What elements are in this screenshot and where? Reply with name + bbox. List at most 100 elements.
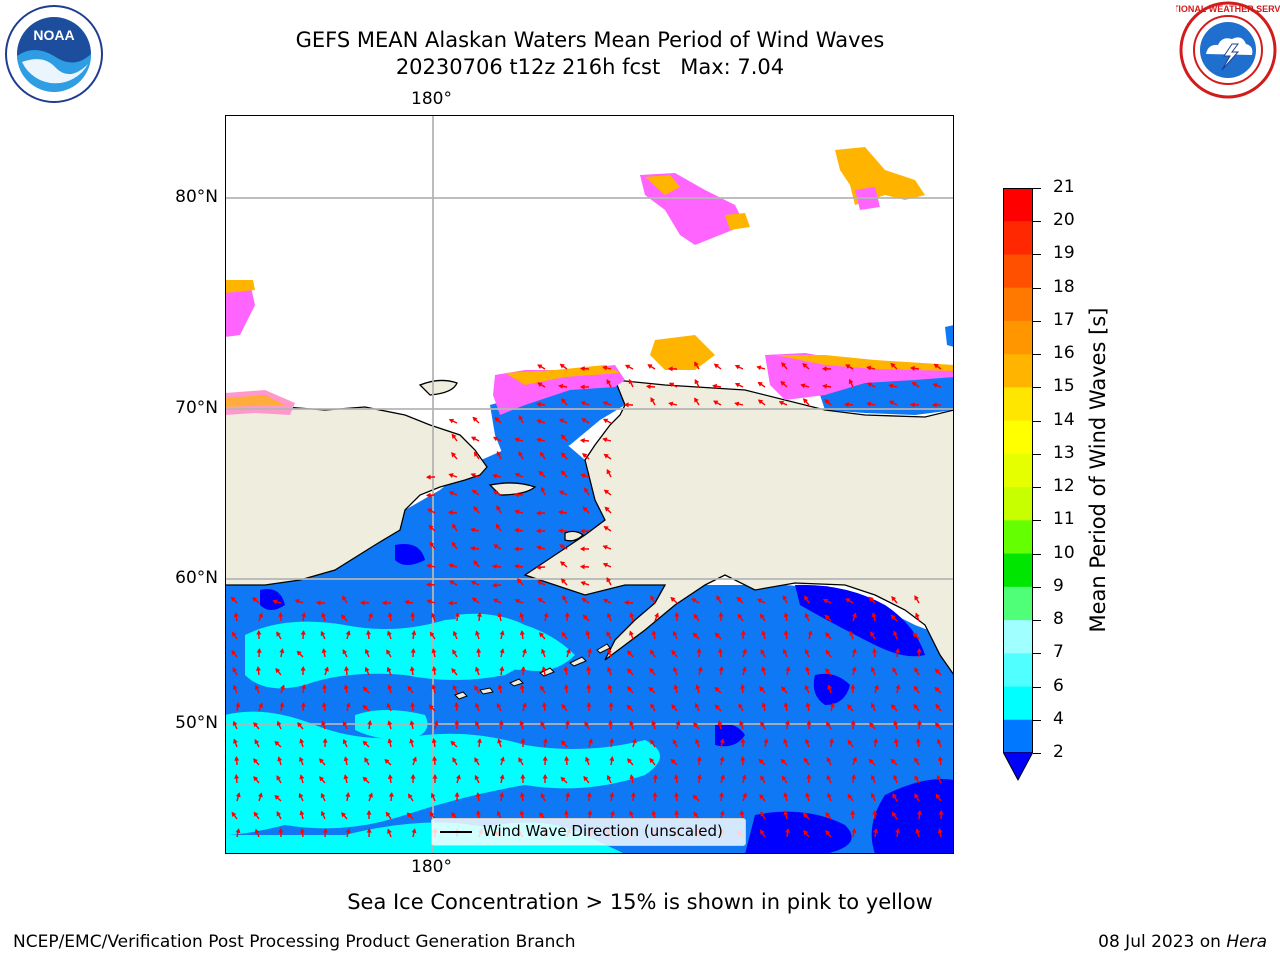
wind-wave-arrowhead (233, 612, 239, 618)
colorbar-segment (1003, 487, 1033, 521)
wind-wave-arrowhead (829, 702, 835, 708)
wind-wave-arrowhead (432, 773, 438, 779)
wind-wave-arrowhead (802, 363, 808, 368)
wind-wave-arrowhead (673, 684, 679, 690)
wind-wave-arrowhead (536, 437, 542, 443)
wind-wave-arrowhead (850, 809, 856, 815)
wind-wave-arrowhead (276, 631, 281, 637)
wind-wave-arrowhead (542, 755, 548, 761)
wind-wave-arrowhead (518, 414, 524, 421)
wind-wave-arrowhead (757, 399, 764, 405)
wind-wave-arrowhead (697, 666, 703, 672)
wind-wave-arrowhead (873, 828, 879, 834)
wind-wave-arrowhead (738, 703, 743, 709)
colorbar-tick-label: 13 (1053, 442, 1075, 463)
wind-wave-arrowhead (455, 774, 461, 780)
wind-wave-arrowhead (760, 721, 765, 727)
wind-wave-arrowhead (367, 720, 373, 726)
wind-wave-arrowhead (519, 792, 525, 798)
wind-wave-arrowhead (609, 810, 615, 816)
wind-wave-arrowhead (431, 684, 437, 690)
wind-wave-arrowhead (893, 738, 899, 744)
wind-wave-arrowhead (761, 666, 767, 672)
wind-wave-arrowhead (869, 722, 875, 728)
wind-wave-arrowhead (235, 792, 241, 798)
wind-wave-arrowhead (742, 648, 747, 654)
wind-wave-arrowhead (429, 631, 435, 637)
wind-wave-arrowhead (780, 758, 786, 764)
colorbar-tick-mark (1033, 420, 1041, 422)
wind-wave-arrowhead (651, 630, 657, 636)
wind-wave-arrowhead (694, 361, 699, 367)
colorbar-tick-mark (1033, 254, 1041, 256)
wind-wave-arrowhead (279, 702, 285, 708)
wind-wave-arrowhead (848, 378, 854, 385)
wind-wave-arrowhead (781, 775, 787, 781)
wind-wave-arrowhead (558, 383, 564, 389)
wind-wave-arrowhead (895, 684, 901, 690)
colorbar-segment (1003, 221, 1033, 255)
wind-wave-arrowhead (672, 666, 678, 672)
wind-wave-arrowhead (519, 684, 525, 690)
wind-wave-arrowhead (384, 758, 390, 764)
wind-wave-arrowhead (895, 648, 901, 653)
noaa-logo-icon: NOAA (5, 5, 103, 103)
wind-wave-arrowhead (627, 668, 632, 674)
colorbar-segment (1003, 719, 1033, 753)
colorbar-tick-mark (1033, 520, 1041, 522)
wind-wave-arrowhead (587, 648, 593, 653)
wind-wave-arrowhead (475, 630, 480, 636)
wind-wave-arrowhead (387, 720, 393, 726)
wind-wave-arrowhead (586, 701, 592, 707)
wind-wave-arrowhead (341, 812, 347, 818)
wind-wave-arrowhead (452, 757, 457, 763)
wind-wave-arrowhead (761, 630, 767, 636)
wind-wave-arrowhead (519, 630, 525, 636)
colorbar-segment (1003, 686, 1033, 721)
wind-wave-arrowhead (674, 792, 679, 797)
wind-wave-arrowhead (761, 702, 767, 708)
wind-wave-arrowhead (718, 611, 724, 617)
wind-wave-arrowhead (235, 702, 241, 708)
wind-wave-arrowhead (872, 647, 878, 653)
wind-wave-arrowhead (410, 701, 416, 707)
wind-wave-arrowhead (342, 649, 348, 655)
wind-wave-arrowhead (430, 792, 436, 799)
wind-wave-arrowhead (300, 701, 306, 707)
wind-wave-arrowhead (650, 397, 655, 403)
wind-wave-arrowhead (915, 612, 920, 618)
wind-wave-arrowhead (931, 402, 937, 408)
wind-wave-arrowhead (513, 492, 519, 498)
wind-wave-arrowhead (425, 492, 431, 498)
wind-wave-arrowhead (279, 648, 285, 654)
wind-wave-arrowhead (760, 829, 765, 835)
wind-wave-arrowhead (231, 631, 237, 637)
wind-wave-arrowhead (431, 648, 437, 654)
wind-wave-arrowhead (717, 720, 723, 726)
wind-wave-arrowhead (561, 703, 567, 709)
colorbar-tick-mark (1033, 553, 1041, 555)
wind-wave-arrowhead (693, 722, 699, 728)
colorbar-segment (1003, 453, 1033, 488)
wind-wave-arrowhead (535, 564, 541, 570)
wind-wave-arrowhead (387, 738, 393, 744)
wind-wave-arrowhead (448, 418, 455, 424)
map-panel (225, 115, 954, 854)
wind-wave-arrowhead (473, 505, 479, 512)
wind-wave-arrowhead (540, 685, 545, 691)
wind-wave-arrowhead (650, 703, 655, 709)
wind-wave-arrowhead (429, 811, 435, 817)
wind-wave-arrowhead (691, 598, 697, 603)
wind-wave-arrowhead (447, 600, 453, 606)
map-canvas (225, 115, 954, 854)
wind-wave-arrowhead (805, 738, 810, 744)
colorbar-segment (1003, 387, 1033, 422)
wind-wave-arrowhead (563, 684, 569, 689)
wind-wave-arrowhead (471, 597, 477, 603)
wind-wave-arrowhead (741, 666, 747, 672)
colorbar (1003, 188, 1033, 753)
wind-wave-arrowhead (344, 665, 350, 671)
wind-wave-arrowhead (936, 774, 942, 781)
colorbar-segment (1003, 254, 1033, 289)
wind-wave-arrowhead (696, 647, 702, 653)
